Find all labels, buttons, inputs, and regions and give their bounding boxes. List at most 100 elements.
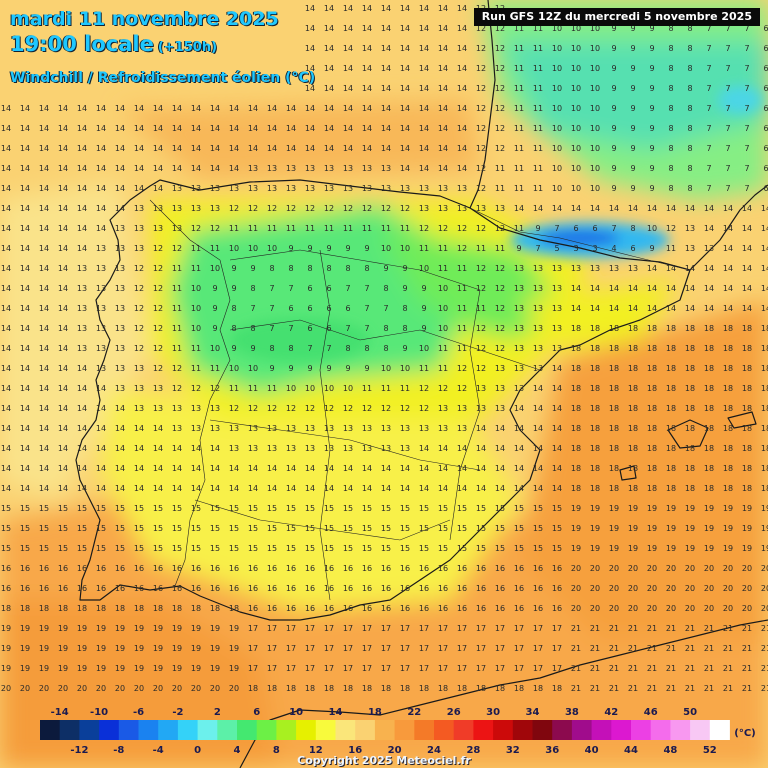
grid-value: 14 [457, 164, 467, 173]
grid-value: 15 [267, 524, 277, 533]
grid-value: 13 [191, 404, 201, 413]
grid-value: 6 [307, 324, 312, 333]
grid-value: 12 [495, 304, 505, 313]
grid-value: 13 [115, 384, 125, 393]
grid-value: 12 [419, 224, 429, 233]
grid-value: 21 [761, 644, 768, 653]
grid-value: 16 [343, 604, 353, 613]
grid-value: 9 [364, 364, 369, 373]
grid-value: 18 [324, 684, 334, 693]
grid-value: 12 [134, 264, 144, 273]
grid-value: 14 [400, 484, 410, 493]
grid-value: 18 [742, 484, 752, 493]
grid-value: 14 [153, 184, 163, 193]
grid-value: 18 [685, 364, 695, 373]
grid-value: 14 [1, 424, 11, 433]
grid-value: 20 [647, 564, 657, 573]
grid-value: 7 [288, 324, 293, 333]
grid-value: 12 [172, 384, 182, 393]
grid-value: 19 [1, 624, 11, 633]
grid-value: 9 [421, 304, 426, 313]
grid-value: 14 [476, 424, 486, 433]
grid-value: 19 [58, 664, 68, 673]
grid-value: 15 [153, 524, 163, 533]
grid-value: 21 [609, 664, 619, 673]
grid-value: 11 [305, 224, 315, 233]
grid-value: 14 [115, 124, 125, 133]
grid-value: 13 [267, 444, 277, 453]
grid-value: 8 [687, 104, 692, 113]
grid-value: 10 [419, 264, 429, 273]
grid-value: 10 [590, 184, 600, 193]
grid-value: 15 [305, 504, 315, 513]
grid-value: 11 [514, 44, 524, 53]
grid-value: 18 [609, 384, 619, 393]
grid-value: 17 [248, 664, 258, 673]
grid-value: 14 [153, 484, 163, 493]
grid-value: 18 [590, 464, 600, 473]
legend-swatch [99, 720, 120, 740]
grid-value: 19 [191, 644, 201, 653]
grid-value: 17 [476, 644, 486, 653]
grid-value: 17 [248, 644, 258, 653]
grid-value: 18 [666, 424, 676, 433]
grid-value: 12 [324, 204, 334, 213]
grid-value: 16 [267, 564, 277, 573]
grid-value: 14 [685, 284, 695, 293]
grid-value: 9 [402, 264, 407, 273]
grid-value: 15 [134, 504, 144, 513]
grid-value: 16 [1, 584, 11, 593]
grid-value: 11 [362, 384, 372, 393]
grid-value: 20 [761, 564, 768, 573]
grid-value: 18 [628, 384, 638, 393]
grid-value: 17 [533, 644, 543, 653]
legend-tick-label: 52 [703, 745, 717, 756]
grid-value: 8 [345, 264, 350, 273]
grid-value: 13 [457, 204, 467, 213]
grid-value: 11 [191, 264, 201, 273]
grid-value: 19 [571, 524, 581, 533]
grid-value: 14 [134, 104, 144, 113]
grid-value: 9 [516, 244, 521, 253]
grid-value: 9 [630, 144, 635, 153]
grid-value: 14 [552, 404, 562, 413]
grid-value: 15 [457, 524, 467, 533]
grid-value: 11 [514, 144, 524, 153]
grid-value: 19 [666, 544, 676, 553]
grid-value: 12 [362, 404, 372, 413]
grid-value: 16 [495, 604, 505, 613]
grid-value: 7 [744, 124, 749, 133]
grid-value: 15 [381, 504, 391, 513]
grid-value: 14 [457, 64, 467, 73]
grid-value: 12 [476, 24, 486, 33]
grid-value: 17 [343, 644, 353, 653]
grid-value: 13 [248, 184, 258, 193]
grid-value: 14 [39, 304, 49, 313]
grid-value: 19 [20, 664, 30, 673]
legend-swatch [256, 720, 277, 740]
grid-value: 14 [96, 204, 106, 213]
grid-value: 9 [611, 144, 616, 153]
grid-value: 15 [77, 504, 87, 513]
grid-value: 16 [210, 564, 220, 573]
grid-value: 17 [381, 624, 391, 633]
grid-value: 19 [1, 644, 11, 653]
grid-value: 11 [457, 324, 467, 333]
grid-value: 9 [231, 344, 236, 353]
grid-value: 17 [286, 624, 296, 633]
grid-value: 16 [552, 604, 562, 613]
grid-value: 12 [286, 404, 296, 413]
grid-value: 18 [628, 344, 638, 353]
grid-value: 14 [96, 224, 106, 233]
grid-value: 17 [533, 664, 543, 673]
grid-value: 21 [742, 624, 752, 633]
legend-swatch [434, 720, 455, 740]
grid-value: 14 [267, 484, 277, 493]
grid-value: 18 [590, 384, 600, 393]
grid-value: 18 [248, 684, 258, 693]
grid-value: 13 [476, 384, 486, 393]
grid-value: 13 [533, 344, 543, 353]
grid-value: 14 [343, 24, 353, 33]
france-coastline [469, 0, 496, 209]
legend-tick-label: -8 [113, 745, 124, 756]
